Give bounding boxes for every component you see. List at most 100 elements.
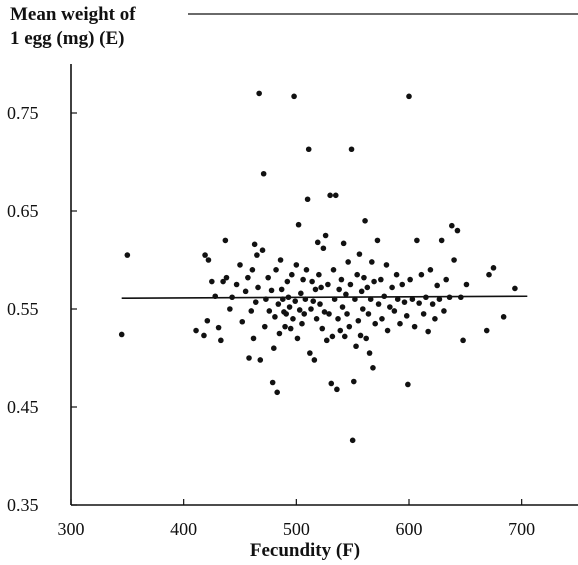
data-point [416, 300, 422, 306]
data-point [299, 320, 305, 327]
data-point [350, 378, 357, 385]
chart-axes [70, 13, 578, 506]
data-point [330, 267, 337, 273]
data-point [409, 296, 416, 303]
data-point [358, 288, 365, 295]
data-point [282, 323, 288, 330]
data-point [364, 284, 371, 291]
data-point [272, 314, 278, 320]
data-point [257, 357, 264, 363]
x-tick-label: 400 [170, 519, 197, 539]
data-point [204, 317, 211, 324]
data-point [298, 290, 304, 297]
data-point [283, 311, 289, 317]
trend-line-group [121, 295, 528, 300]
x-tick-labels: 300 400 500 600 700 [58, 499, 535, 539]
data-point [429, 301, 436, 307]
x-tick-label: 300 [58, 519, 85, 539]
data-point [325, 281, 331, 288]
data-point [266, 308, 273, 314]
data-point [423, 294, 429, 301]
data-point [354, 271, 360, 278]
data-point [305, 146, 312, 153]
trend-line [121, 295, 528, 300]
data-point [293, 262, 300, 268]
data-point [254, 252, 260, 258]
data-point [287, 325, 294, 332]
data-point [278, 286, 285, 293]
data-point [291, 93, 297, 100]
data-point [411, 323, 418, 330]
data-point [251, 241, 258, 248]
data-point [420, 311, 427, 317]
data-point [274, 389, 280, 396]
data-point [360, 306, 366, 312]
data-point [223, 274, 230, 281]
data-point [229, 294, 235, 301]
data-point [292, 298, 299, 304]
data-point [222, 237, 229, 244]
data-point [369, 259, 375, 265]
data-point [303, 267, 310, 273]
data-point [260, 170, 267, 177]
data-point [201, 332, 207, 339]
data-point [290, 316, 296, 322]
data-point [463, 281, 470, 288]
data-point [249, 267, 256, 273]
data-point [379, 316, 385, 322]
data-point [348, 146, 355, 153]
data-point [308, 306, 314, 312]
data-point [301, 311, 308, 317]
data-point [344, 311, 350, 317]
data-point [449, 222, 455, 229]
y-tick-label: 0.35 [7, 495, 39, 515]
data-point [451, 257, 457, 263]
data-point [242, 288, 249, 295]
data-point [220, 278, 226, 285]
data-point [378, 276, 384, 283]
x-tick-label: 500 [283, 519, 310, 539]
data-point [319, 325, 326, 332]
y-tick-label: 0.45 [7, 397, 39, 417]
data-point [245, 274, 251, 281]
x-tick-label: 600 [396, 519, 423, 539]
y-tick-label: 0.55 [7, 299, 39, 319]
data-point [255, 284, 261, 291]
data-point [261, 323, 268, 330]
data-point [338, 276, 345, 283]
data-point [269, 379, 276, 386]
data-point [441, 308, 447, 314]
data-point [337, 327, 344, 334]
data-point [329, 333, 336, 340]
data-point [202, 252, 208, 258]
data-point [443, 276, 449, 283]
data-point [434, 282, 440, 289]
data-points [118, 90, 518, 444]
data-point [265, 274, 271, 281]
data-point [432, 316, 438, 322]
data-point [446, 294, 453, 301]
data-point [314, 239, 321, 246]
data-point [296, 307, 303, 313]
data-point [321, 309, 328, 315]
data-point [406, 93, 412, 100]
data-point [512, 285, 518, 292]
data-point [394, 296, 401, 303]
data-point [209, 278, 215, 285]
data-point [425, 328, 431, 335]
data-point [365, 311, 372, 317]
data-point [310, 298, 317, 304]
data-point [436, 296, 443, 303]
data-point [311, 357, 318, 363]
data-point [460, 337, 466, 344]
data-point [418, 271, 425, 278]
data-point [252, 299, 259, 305]
data-point [361, 274, 367, 281]
data-point [118, 331, 125, 338]
data-point [334, 386, 340, 393]
data-point [343, 291, 349, 298]
data-point [331, 296, 338, 303]
data-point [239, 318, 246, 325]
data-point [218, 337, 224, 344]
